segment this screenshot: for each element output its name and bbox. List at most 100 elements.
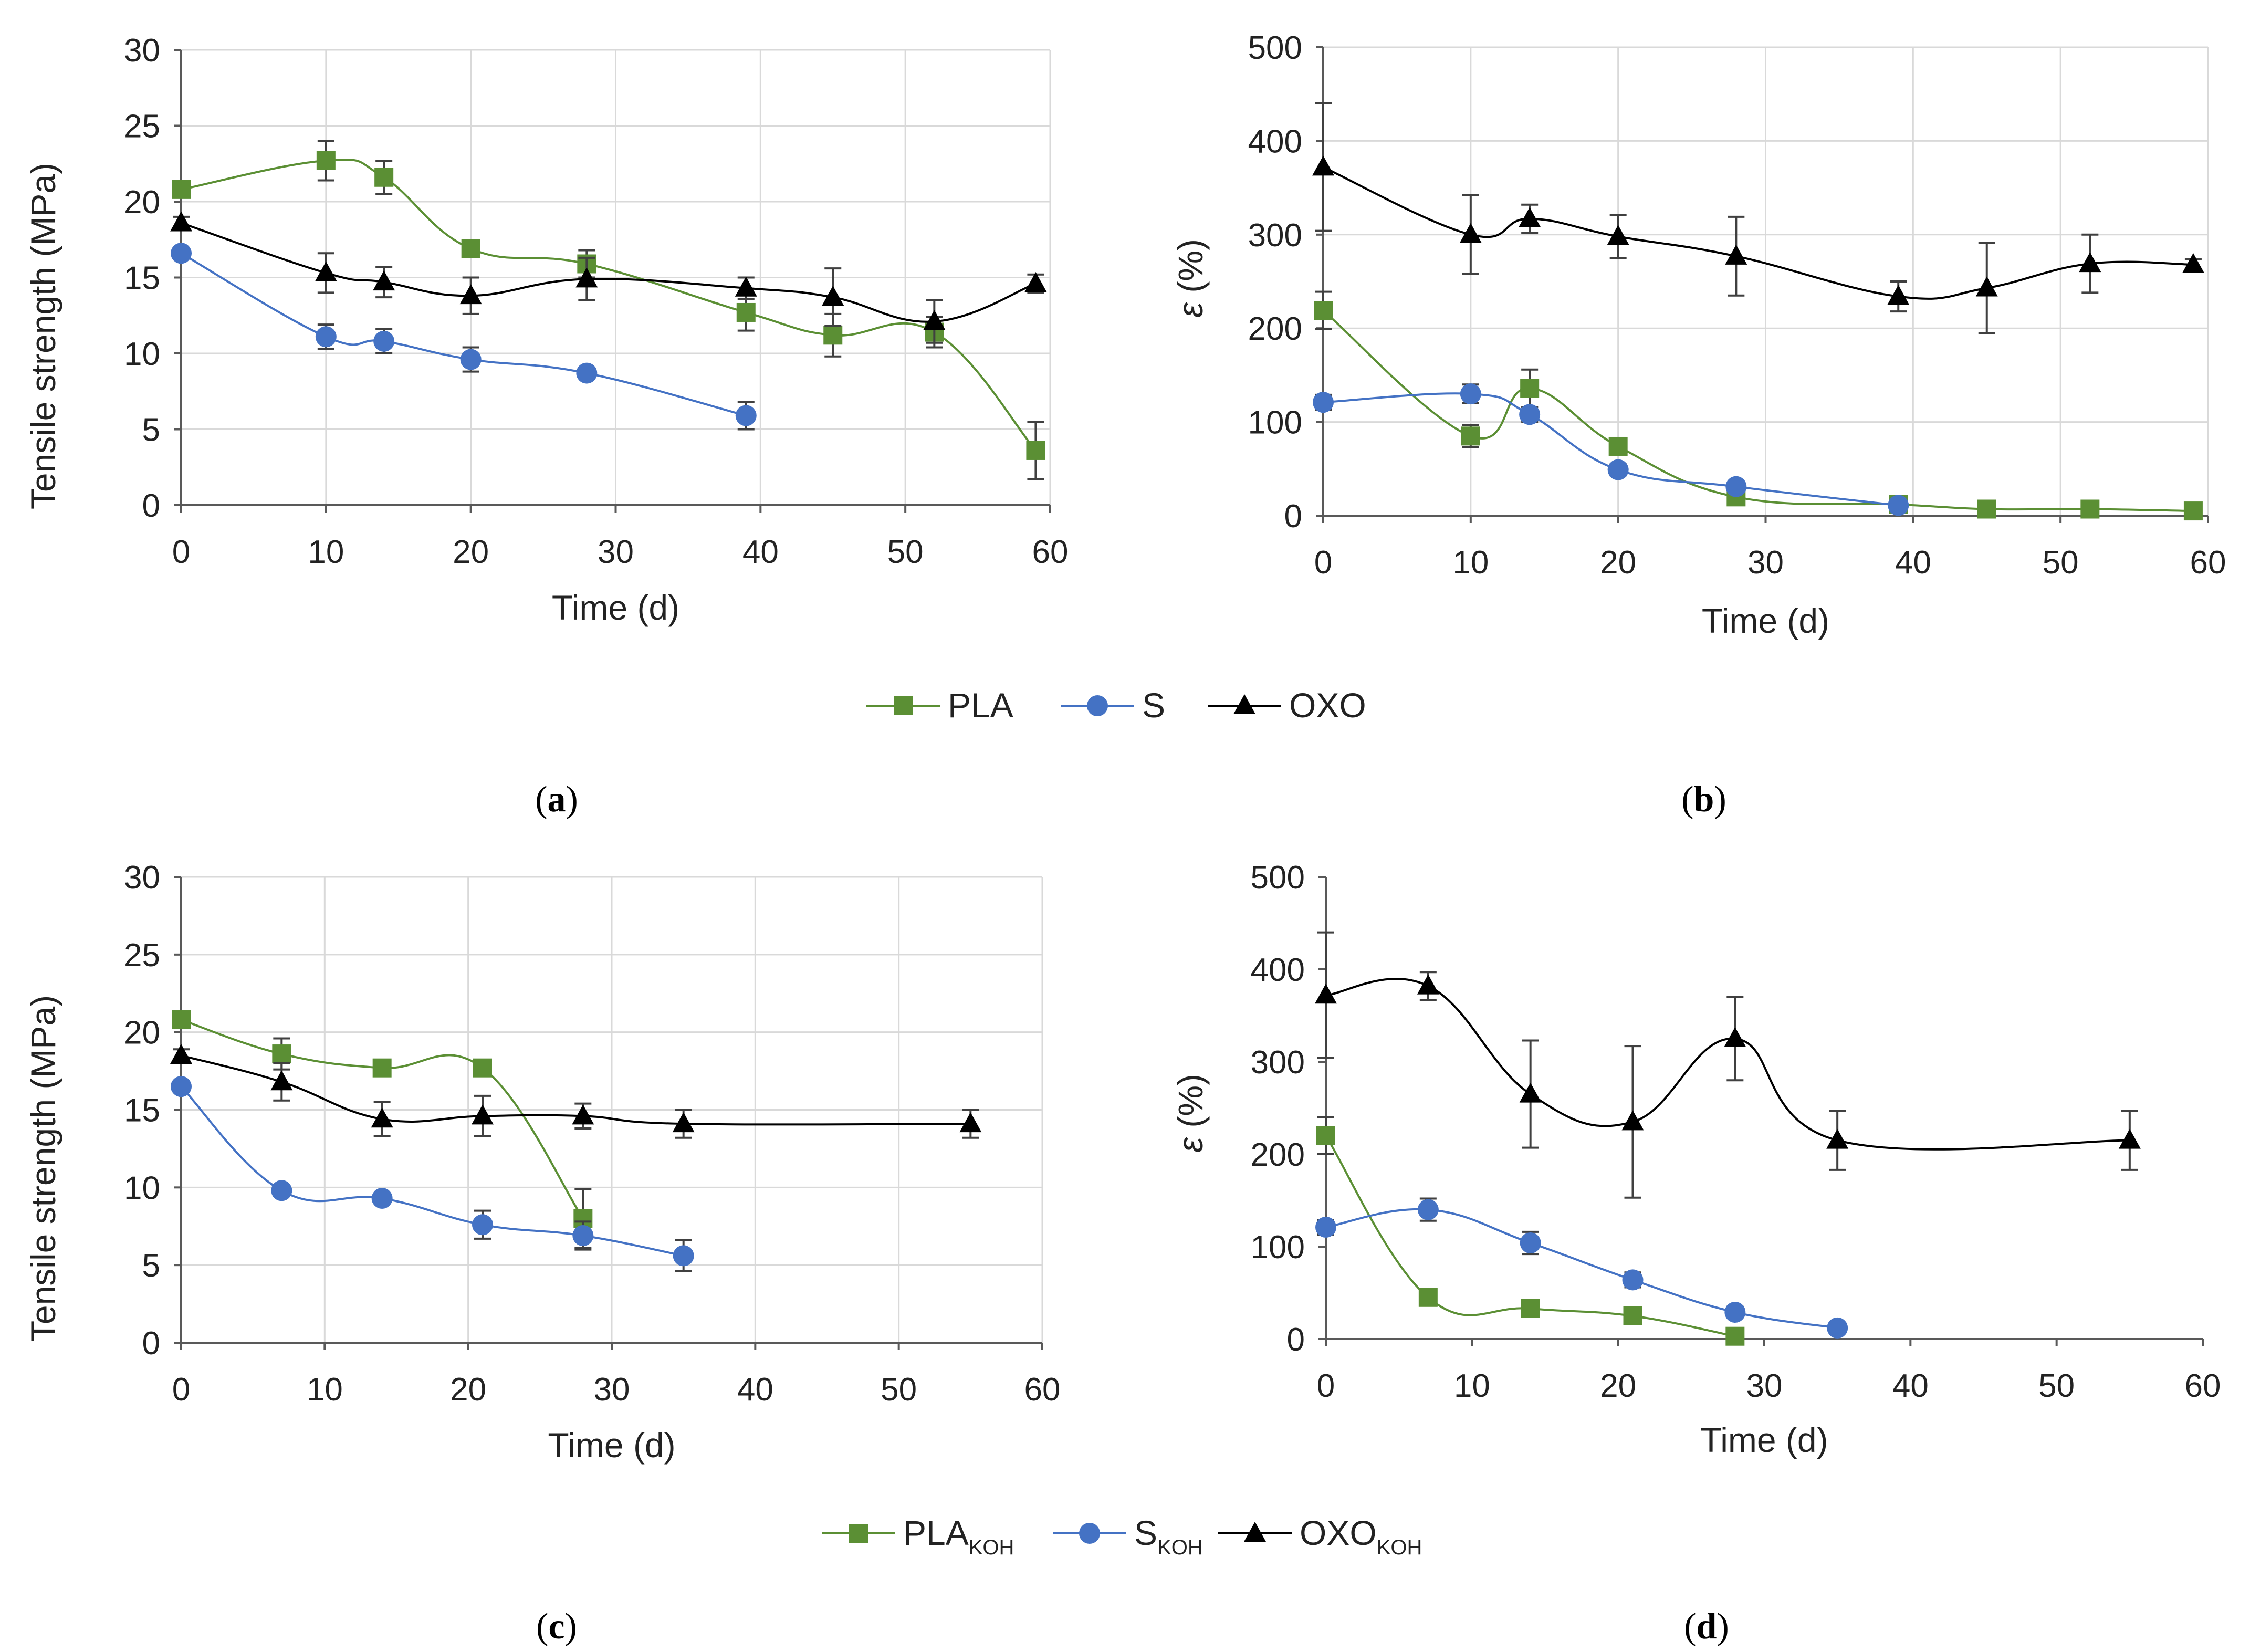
data-point: [576, 362, 598, 384]
series-oxo: [170, 211, 1047, 344]
legend-item-s: SKOH: [1053, 1513, 1203, 1559]
data-point: [373, 270, 395, 291]
data-point: [572, 1104, 594, 1125]
panel-label-b: (b): [1681, 779, 1726, 820]
data-point: [1621, 1110, 1644, 1131]
data-point: [1608, 436, 1628, 456]
x-tick-label: 20: [1600, 1368, 1636, 1404]
x-axis-title: Time (d): [1700, 1420, 1828, 1459]
data-point: [735, 405, 757, 426]
series-s: [1315, 1197, 1848, 1339]
x-tick-label: 50: [887, 534, 924, 570]
data-point: [1316, 1126, 1335, 1145]
x-tick-label: 30: [598, 534, 634, 570]
data-point: [1977, 499, 1996, 519]
data-point: [270, 1070, 293, 1091]
data-point: [822, 286, 844, 306]
data-point: [1888, 495, 1909, 516]
data-point: [1313, 392, 1334, 413]
data-point: [1519, 1082, 1542, 1103]
data-point: [1724, 1027, 1746, 1047]
series-pla: [172, 1010, 593, 1249]
panel-label-open: (: [535, 779, 547, 820]
x-tick-label: 50: [2038, 1368, 2075, 1404]
legend-item-oxo: OXOKOH: [1218, 1513, 1422, 1559]
data-point: [1315, 1217, 1336, 1238]
x-tick-label: 60: [1032, 534, 1069, 570]
chart-d: 0 100 200 300 400 500 0 10 20 30 40 50 60 Time (d) ε (…: [1171, 860, 2221, 1459]
data-point: [372, 1058, 392, 1078]
y-tick-label: 5: [142, 1248, 160, 1284]
data-point: [315, 326, 337, 348]
y-tick-label: 200: [1248, 311, 1302, 347]
panel-label-open: (: [1681, 779, 1693, 820]
y-tick-label: 20: [124, 184, 160, 221]
data-point: [316, 151, 336, 170]
data-point: [1459, 223, 1482, 243]
x-tick-label: 50: [881, 1372, 917, 1408]
data-point: [923, 310, 946, 330]
series-line: [181, 1019, 584, 1219]
series-line: [181, 252, 747, 417]
data-point: [1312, 155, 1334, 176]
data-point: [1826, 1128, 1849, 1149]
series-line: [1325, 978, 2130, 1151]
x-tick-label: 40: [1895, 545, 1931, 581]
x-tick-label: 20: [450, 1372, 486, 1408]
data-point: [1314, 301, 1333, 320]
panel-label-close: ): [566, 779, 578, 820]
series-line: [181, 1054, 971, 1126]
y-tick-label: 30: [124, 860, 160, 896]
series-s: [171, 1076, 694, 1272]
data-point: [1520, 1232, 1541, 1253]
y-tick-label: 200: [1251, 1137, 1305, 1173]
data-point: [1725, 244, 1747, 265]
series-pla: [1314, 290, 2203, 521]
x-tick-label: 60: [1024, 1372, 1061, 1408]
legend-label: S: [1142, 686, 1165, 725]
data-point: [736, 302, 756, 322]
x-tick-label: 30: [1747, 545, 1784, 581]
data-point: [172, 180, 191, 199]
x-axis-title: Time (d): [548, 1426, 675, 1465]
data-point: [1026, 441, 1045, 460]
legend-label: OXOKOH: [1300, 1513, 1422, 1559]
legend-marker: [894, 696, 913, 715]
x-tick-label: 40: [742, 534, 779, 570]
data-point: [572, 1225, 594, 1246]
data-point: [1887, 285, 1910, 305]
series-oxo: [1312, 102, 2204, 334]
panel-label-letter: a: [548, 779, 566, 820]
data-point: [1461, 426, 1480, 446]
y-axis-title: Tensile strength (MPa): [24, 163, 62, 509]
panel-label-d: (d): [1684, 1606, 1729, 1647]
data-point: [374, 168, 394, 187]
chart-c: 0 5 10 15 20 25 30 0 10 20 30 40 50 60 Time (d) Tensile…: [24, 860, 1060, 1465]
legend-label: PLAKOH: [903, 1513, 1014, 1559]
y-tick-label: 20: [124, 1015, 160, 1051]
series-line: [180, 1085, 684, 1257]
y-axis-title-symbol: ε: [1171, 302, 1210, 318]
series-line: [1322, 309, 2193, 513]
data-point: [170, 211, 192, 232]
y-axis-title-text: Tensile strength (MPa): [24, 163, 62, 509]
data-point: [171, 1076, 192, 1097]
y-tick-label: 25: [124, 937, 160, 974]
data-point: [1519, 404, 1541, 425]
y-tick-label: 300: [1251, 1044, 1305, 1081]
data-point: [1521, 1299, 1540, 1318]
x-tick-label: 0: [1317, 1368, 1335, 1404]
data-point: [1024, 272, 1047, 292]
chart-a: 0 5 10 15 20 25 30 0 10 20 30 40 50 60 Time (d) Tensile…: [24, 33, 1068, 627]
x-tick-label: 10: [307, 1372, 343, 1408]
x-tick-label: 40: [737, 1372, 773, 1408]
legend-label: OXO: [1289, 686, 1366, 725]
y-axis-title: ε (%): [1171, 1074, 1210, 1153]
y-tick-label: 5: [142, 412, 160, 448]
data-point: [271, 1180, 292, 1201]
x-tick-label: 30: [594, 1372, 630, 1408]
y-axis-title-symbol: ε: [1171, 1137, 1210, 1153]
data-point: [1519, 207, 1541, 227]
data-point: [2079, 252, 2101, 273]
